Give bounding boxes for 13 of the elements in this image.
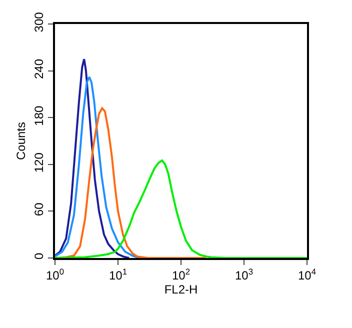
y-tick-label: 0 [32,252,46,260]
y-axis-title: Counts [14,122,28,160]
x-axis-title: FL2-H [164,282,198,296]
y-tick-label: 240 [32,58,46,80]
x-tick-label: 10$^{4}$ [298,266,316,282]
y-tick-label: 180 [32,105,46,126]
x-tick-label: 10$^{3}$ [234,266,254,282]
y-tick-label: 120 [32,152,46,173]
y-tick-label: 60 [32,202,46,216]
x-tick-label: 10$^{0}$ [46,266,64,282]
y-tick-label: 300 [32,12,46,32]
x-tick-label: 10$^{1}$ [108,266,128,282]
x-tick-label: 10$^{2}$ [172,266,190,282]
